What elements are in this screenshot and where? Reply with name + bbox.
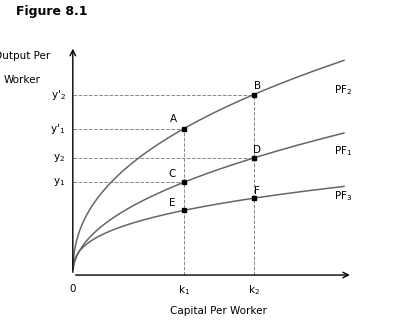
Text: A: A bbox=[170, 114, 177, 124]
Text: 0: 0 bbox=[70, 284, 76, 294]
Text: y$_2$: y$_2$ bbox=[54, 152, 65, 164]
Text: Output Per: Output Per bbox=[0, 51, 50, 61]
Text: C: C bbox=[169, 169, 176, 179]
Text: Figure 8.1: Figure 8.1 bbox=[16, 5, 87, 18]
Text: y$_1$: y$_1$ bbox=[53, 176, 65, 188]
Text: E: E bbox=[169, 197, 176, 207]
Text: PF$_{2}$: PF$_{2}$ bbox=[334, 83, 352, 97]
Text: F: F bbox=[254, 186, 260, 196]
Text: y$'_2$: y$'_2$ bbox=[50, 88, 65, 102]
Text: k$_1$: k$_1$ bbox=[178, 284, 190, 297]
Text: k$_2$: k$_2$ bbox=[247, 284, 260, 297]
Text: Capital Per Worker: Capital Per Worker bbox=[170, 306, 267, 316]
Text: D: D bbox=[253, 145, 261, 155]
Text: y$'_1$: y$'_1$ bbox=[50, 122, 65, 136]
Text: PF$_{1}$: PF$_{1}$ bbox=[334, 144, 352, 158]
Text: PF$_{3}$: PF$_{3}$ bbox=[334, 189, 352, 203]
Text: B: B bbox=[253, 81, 261, 91]
Text: Worker: Worker bbox=[4, 75, 40, 85]
